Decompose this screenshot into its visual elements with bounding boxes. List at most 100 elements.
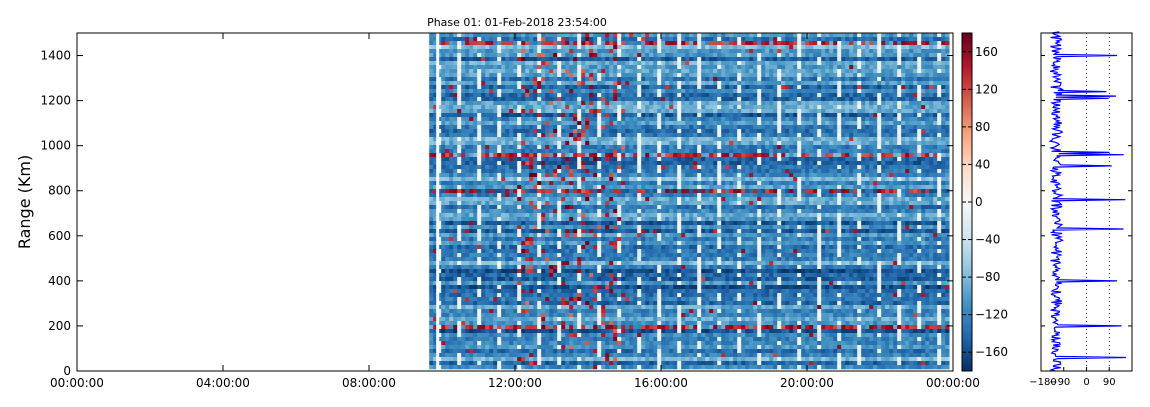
heatmap-cell (637, 345, 642, 350)
heatmap-cell (645, 117, 650, 122)
heatmap-cell (633, 85, 638, 90)
heatmap-cell (537, 65, 542, 70)
heatmap-cell (445, 77, 450, 82)
heatmap-cell (629, 245, 634, 250)
heatmap-cell (493, 109, 498, 114)
heatmap-cell (633, 145, 638, 150)
heatmap-cell (441, 221, 446, 226)
heatmap-cell (537, 177, 542, 182)
heatmap-cell (633, 365, 638, 370)
heatmap-cell (597, 137, 602, 142)
heatmap-cell (589, 61, 594, 66)
heatmap-cell (485, 201, 490, 206)
heatmap-cell (497, 169, 502, 174)
heatmap-cell (581, 69, 586, 74)
heatmap-cell (437, 353, 442, 358)
heatmap-cell (573, 273, 578, 278)
heatmap-cell (505, 345, 510, 350)
heatmap-cell (509, 201, 514, 206)
heatmap-cell (557, 325, 562, 330)
heatmap-cell (625, 97, 630, 102)
heatmap-cell (549, 93, 554, 98)
heatmap-cell (529, 225, 534, 230)
heatmap-cell (501, 361, 506, 366)
heatmap-cell (645, 221, 650, 226)
heatmap-cell (649, 93, 654, 98)
heatmap-cell (637, 33, 642, 38)
heatmap-cell (565, 309, 570, 314)
heatmap-cell (493, 325, 498, 330)
heatmap-cell (565, 193, 570, 198)
heatmap-cell (549, 349, 554, 354)
heatmap-cell (645, 317, 650, 322)
heatmap-cell (441, 185, 446, 190)
heatmap-cell (441, 333, 446, 338)
heatmap-cell (497, 349, 502, 354)
heatmap-cell (609, 181, 614, 186)
heatmap-cell (553, 193, 558, 198)
heatmap-cell (657, 209, 662, 214)
heatmap-cell (665, 133, 670, 138)
heatmap-cell (597, 93, 602, 98)
heatmap-cell (629, 297, 634, 302)
heatmap-cell (557, 81, 562, 86)
heatmap-cell (661, 109, 666, 114)
heatmap-cell (653, 329, 658, 334)
heatmap-cell (521, 257, 526, 262)
heatmap-cell (497, 265, 502, 270)
heatmap-cell (525, 97, 530, 102)
heatmap-cell (577, 37, 582, 42)
heatmap-cell (525, 321, 530, 326)
heatmap-cell (601, 205, 606, 210)
heatmap-cell (525, 261, 530, 266)
heatmap-cell (497, 93, 502, 98)
heatmap-cell (657, 129, 662, 134)
heatmap-cell (541, 89, 546, 94)
heatmap-cell (545, 97, 550, 102)
heatmap-cell (473, 357, 478, 362)
heatmap-cell (517, 217, 522, 222)
heatmap-cell (461, 297, 466, 302)
heatmap-cell (577, 225, 582, 230)
heatmap-cell (453, 357, 458, 362)
heatmap-cell (557, 229, 562, 234)
heatmap-cell (541, 65, 546, 70)
heatmap-cell (645, 73, 650, 78)
heatmap-cell (605, 125, 610, 130)
heatmap-cell (581, 145, 586, 150)
heatmap-cell (453, 189, 458, 194)
heatmap-cell (565, 109, 570, 114)
heatmap-cell (641, 157, 646, 162)
heatmap-cell (553, 313, 558, 318)
heatmap-cell (437, 189, 442, 194)
heatmap-cell (613, 177, 618, 182)
heatmap-cell (501, 105, 506, 110)
heatmap-cell (449, 237, 454, 242)
heatmap-cell (461, 177, 466, 182)
heatmap-cell (449, 341, 454, 346)
heatmap-cell (445, 177, 450, 182)
heatmap-cell (581, 345, 586, 350)
heatmap-cell (609, 189, 614, 194)
heatmap-cell (481, 197, 486, 202)
heatmap-cell (581, 93, 586, 98)
heatmap-cell (577, 293, 582, 298)
heatmap-cell (433, 293, 438, 298)
heatmap-cell (501, 337, 506, 342)
heatmap-cell (665, 141, 670, 146)
heatmap-cell (525, 361, 530, 366)
heatmap-cell (665, 33, 670, 38)
heatmap-cell (621, 185, 626, 190)
heatmap-cell (645, 281, 650, 286)
heatmap-cell (553, 109, 558, 114)
heatmap-cell (469, 297, 474, 302)
heatmap-cell (637, 77, 642, 82)
heatmap-cell (593, 85, 598, 90)
heatmap-cell (453, 101, 458, 106)
heatmap-cell (649, 49, 654, 54)
heatmap-cell (569, 269, 574, 274)
heatmap-cell (565, 301, 570, 306)
heatmap-cell (461, 213, 466, 218)
heatmap-cell (561, 273, 566, 278)
heatmap-cell (549, 153, 554, 158)
